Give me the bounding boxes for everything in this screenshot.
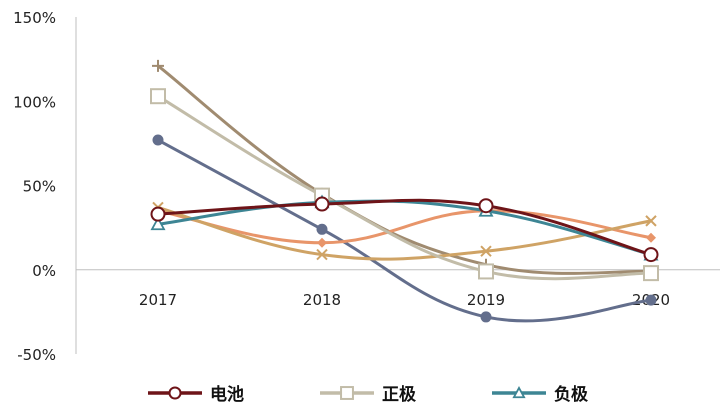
data-point bbox=[150, 216, 166, 231]
series-line bbox=[156, 199, 653, 257]
x-tick-label: 2017 bbox=[139, 291, 177, 309]
series-7 bbox=[152, 201, 657, 261]
data-point bbox=[152, 59, 164, 72]
y-tick-label: 50% bbox=[23, 178, 56, 196]
series-5 bbox=[152, 134, 657, 323]
axes: -50%0%50%100%150%2017201820192020 bbox=[13, 9, 720, 364]
legend-label: 正极 bbox=[382, 385, 416, 405]
data-point bbox=[152, 134, 164, 146]
data-point bbox=[316, 248, 328, 261]
data-point bbox=[645, 294, 657, 306]
data-point bbox=[643, 265, 659, 282]
data-point bbox=[480, 311, 492, 323]
data-point bbox=[646, 232, 656, 243]
data-point bbox=[645, 215, 657, 227]
y-tick-label: 150% bbox=[13, 9, 56, 27]
y-tick-label: -50% bbox=[17, 346, 56, 364]
data-point bbox=[168, 386, 182, 400]
data-point bbox=[512, 386, 526, 399]
data-point bbox=[480, 245, 492, 257]
legend-label: 电池 bbox=[210, 384, 244, 405]
series-2 bbox=[150, 88, 659, 282]
x-tick-label: 2019 bbox=[467, 291, 505, 309]
data-point bbox=[150, 206, 166, 222]
series-line bbox=[156, 198, 653, 257]
series-line bbox=[156, 138, 653, 323]
legend-item: 电池 bbox=[148, 384, 244, 405]
data-point bbox=[478, 198, 494, 214]
y-tick-label: 0% bbox=[32, 262, 56, 280]
x-tick-label: 2018 bbox=[303, 291, 341, 309]
series-line bbox=[156, 94, 653, 281]
legend: 电池 正极 负极 bbox=[148, 384, 588, 405]
data-point bbox=[478, 263, 494, 280]
data-point bbox=[150, 88, 166, 105]
series-layer bbox=[150, 59, 659, 323]
series-line bbox=[156, 205, 653, 261]
data-point bbox=[643, 247, 659, 263]
series-1 bbox=[150, 196, 659, 263]
data-point bbox=[314, 196, 330, 212]
legend-item: 正极 bbox=[320, 385, 416, 405]
series-4 bbox=[152, 59, 657, 278]
data-point bbox=[317, 237, 327, 248]
legend-item: 负极 bbox=[492, 384, 588, 405]
data-point bbox=[340, 386, 354, 400]
series-line bbox=[156, 209, 653, 245]
legend-label: 负极 bbox=[554, 384, 588, 405]
data-point bbox=[316, 223, 328, 235]
y-tick-label: 100% bbox=[13, 93, 56, 111]
